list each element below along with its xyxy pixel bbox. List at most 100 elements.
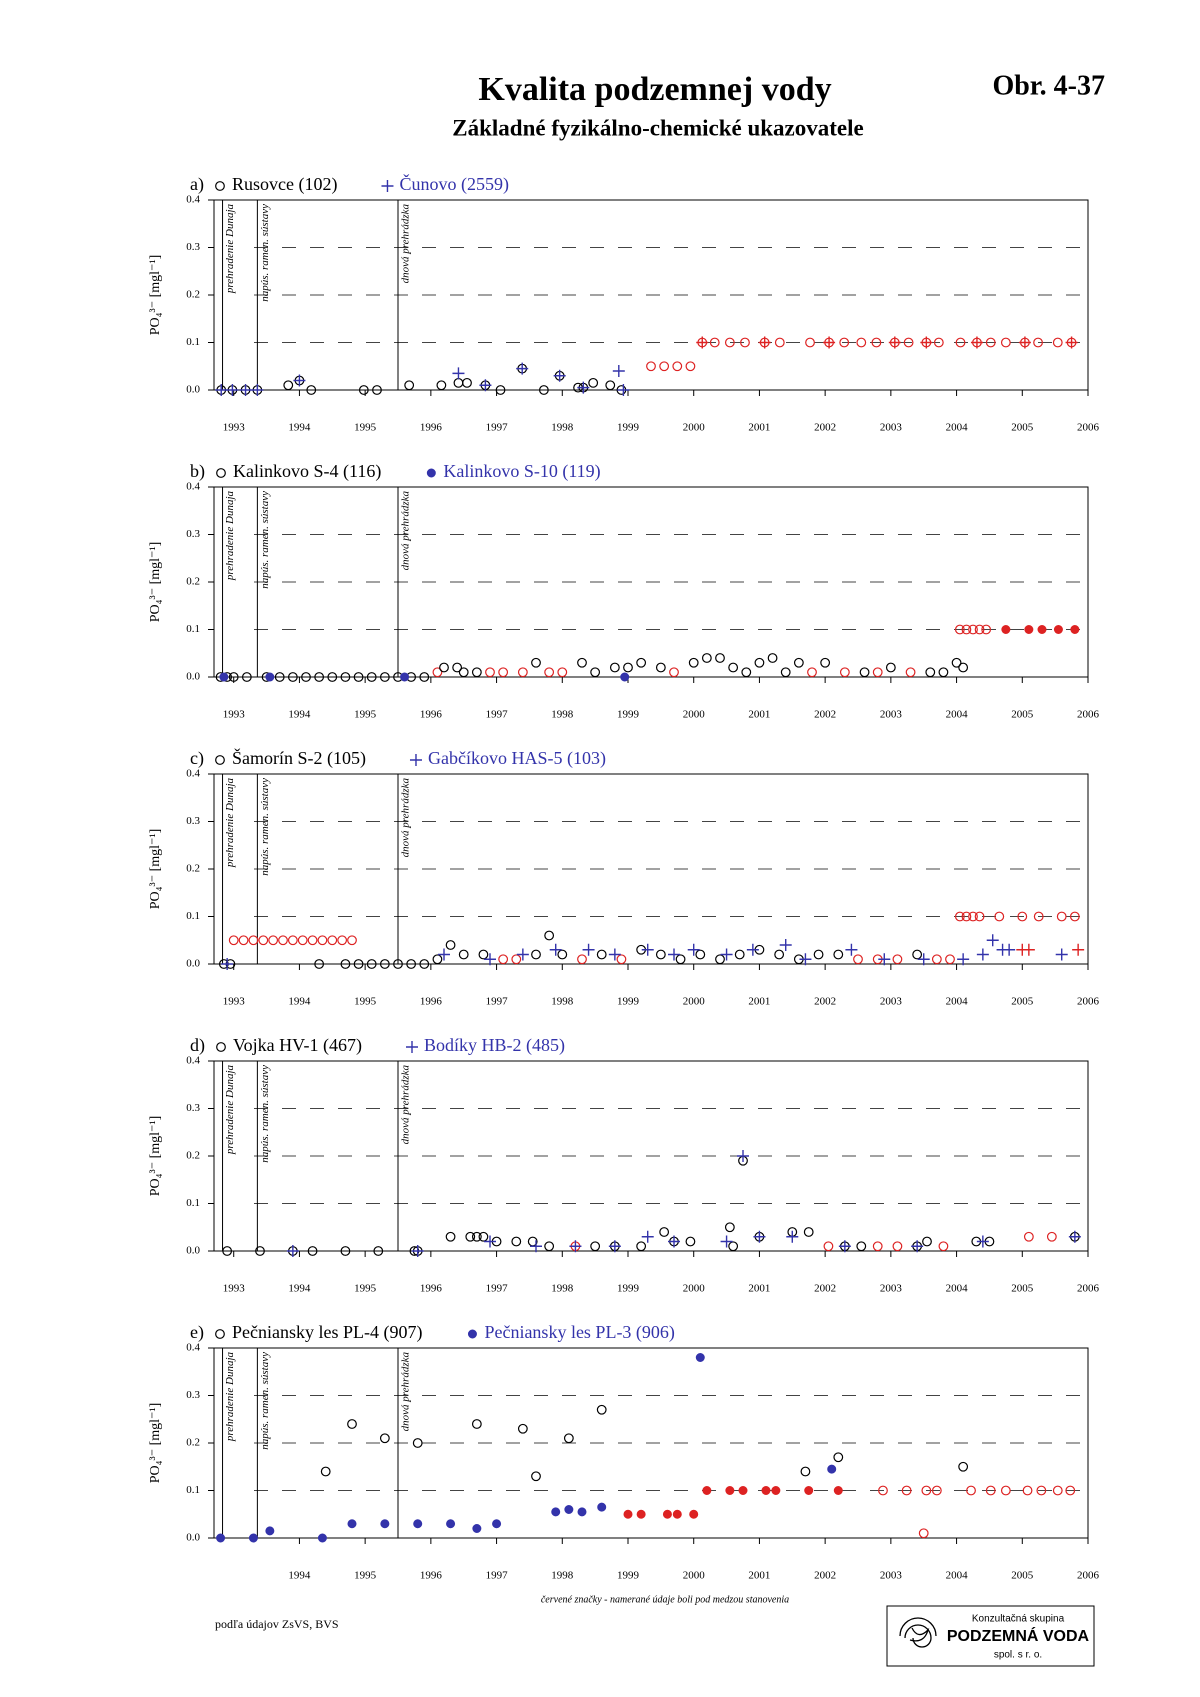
circle-marker [557,949,568,960]
circle-marker [531,1471,541,1482]
circle-marker [741,667,752,678]
circle-marker [871,337,882,348]
circle-marker [577,657,587,668]
x-tick-label: 1996 [420,996,443,1008]
x-tick-label: 1995 [354,709,377,721]
x-tick-label: 1996 [420,709,443,721]
x-tick-label: 1998 [551,1570,574,1582]
y-tick-label: 0.1 [186,623,200,635]
filled-marker [833,1486,843,1495]
filled-marker [620,672,630,682]
circle-marker [419,672,430,682]
circle-marker [419,959,430,969]
circle-marker [853,954,863,965]
circle-marker [462,377,472,388]
y-axis-label: PO₄³⁻ [mgl⁻¹] [148,1116,163,1197]
figure-number: Obr. 4-37 [992,70,1105,101]
circle-marker [404,380,415,391]
circle-marker [215,181,225,191]
panel: 0.0 0.1 0.2 0.3 0.4 1993 1994 1995 1996 1997 1998 1… [148,461,1099,720]
circle-marker [839,337,850,348]
circle-marker [833,1452,844,1463]
circle-marker [283,380,294,391]
circle-marker [340,672,351,682]
panel: 0.0 0.1 0.2 0.3 0.4 1993 1994 1995 1996 1997 1998 1… [148,747,1099,1007]
circle-marker [353,672,364,682]
subtitle: Základné fyzikálno-chemické ukazovatele [452,115,863,140]
circle-marker [931,1485,942,1496]
y-tick-label: 0.0 [186,384,200,396]
circle-marker [820,657,831,668]
circle-marker [393,959,403,969]
plus-marker [221,958,234,970]
legend-entry: Bodíky HB-2 (485) [424,1035,565,1056]
circle-marker [307,1246,318,1256]
circle-marker [337,935,348,946]
plus-marker [720,948,733,961]
circle-marker [314,672,325,682]
x-tick-label: 2001 [748,1283,770,1295]
circle-marker [974,911,985,922]
legend-entry: Šamorín S-2 (105) [232,747,366,769]
circle-marker [740,337,750,348]
event-label: dnová prehrádzka [400,491,412,571]
circle-marker [605,380,616,391]
circle-marker [498,954,509,965]
circle-marker [803,1227,814,1237]
circle-marker [966,1485,976,1496]
plus-marker [251,384,264,396]
y-tick-label: 0.1 [186,1197,200,1209]
circle-marker [557,667,568,678]
filled-marker [446,1519,456,1529]
plus-marker [696,336,709,349]
x-tick-label: 2004 [946,709,969,721]
circle-marker [544,1241,555,1252]
circle-marker [366,672,377,682]
plus-marker [226,384,239,396]
circle-marker [901,1485,912,1496]
plus-marker [1055,948,1068,961]
x-tick-label: 2000 [683,996,706,1008]
circle-marker [672,361,683,372]
circle-marker [228,672,239,682]
circle-marker [320,1466,331,1477]
y-tick-label: 0.0 [186,958,200,970]
circle-marker [596,949,607,960]
plus-marker [516,362,529,375]
plus-marker [976,1235,989,1248]
filled-marker [216,1533,226,1543]
circle-marker [412,1438,423,1448]
panel-label: c) [190,748,204,769]
y-tick-label: 0.1 [186,1484,200,1496]
plus-marker [687,943,700,956]
y-axis-label: PO₄³⁻ [mgl⁻¹] [148,255,163,336]
x-tick-label: 2002 [814,422,836,434]
x-tick-label: 2000 [683,1283,706,1295]
circle-marker [495,385,506,395]
filled-marker [725,1486,735,1495]
circle-marker [780,667,791,678]
circle-marker [958,1461,969,1472]
circle-marker [688,657,699,668]
y-tick-label: 0.1 [186,336,200,348]
x-tick-label: 1995 [354,422,377,434]
x-tick-label: 2003 [880,996,903,1008]
circle-marker [274,672,285,682]
x-tick-label: 1994 [288,709,311,721]
x-tick-label: 2002 [814,709,836,721]
plus-marker [986,934,999,947]
plus-marker [452,367,465,380]
circle-marker [596,1404,607,1415]
x-tick-label: 2000 [683,422,706,434]
circle-marker [379,1433,390,1444]
plus-marker [1003,943,1016,956]
circle-marker [471,667,482,678]
circle-marker [709,337,720,348]
x-tick-label: 1999 [617,422,640,434]
x-tick-label: 2000 [683,1570,706,1582]
x-tick-label: 2005 [1011,1283,1034,1295]
filled-marker [689,1509,699,1519]
filled-marker [492,1519,502,1529]
circle-marker [922,1236,932,1247]
circle-marker [306,385,317,395]
